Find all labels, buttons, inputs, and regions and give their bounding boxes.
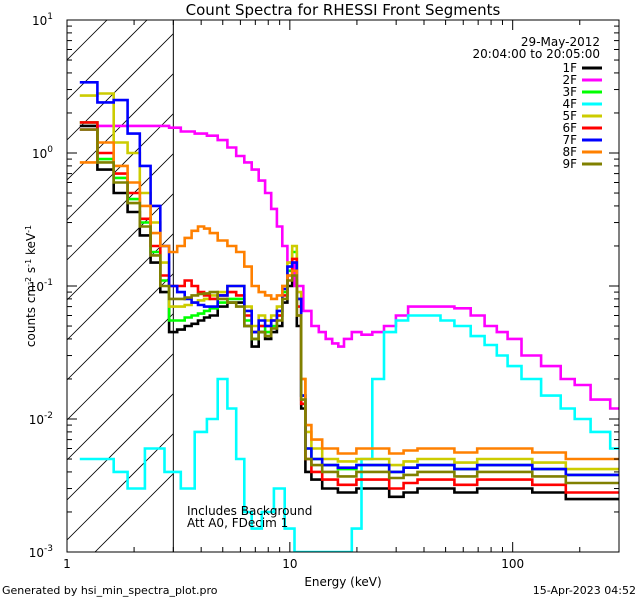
y-axis-label: counts cm-2 s-1 keV-1 <box>24 225 38 347</box>
series-9f <box>79 128 619 485</box>
hatch-line <box>67 273 174 381</box>
hatch-line <box>67 193 174 301</box>
time-range-label: 20:04:00 to 20:05:00 <box>473 47 600 61</box>
legend-label-9f: 9F <box>562 157 577 171</box>
attenuator-annotation: Att A0, FDecim 1 <box>187 516 288 530</box>
legend-label-3f: 3F <box>562 85 577 99</box>
legend-label-8f: 8F <box>562 145 577 159</box>
hatch-line <box>67 20 108 61</box>
legend-label-1f: 1F <box>562 61 577 75</box>
legend-label-2f: 2F <box>562 73 577 87</box>
legend-label-7f: 7F <box>562 133 577 147</box>
series-1f <box>79 124 619 501</box>
background-annotation: Includes Background <box>187 504 312 518</box>
y-tick-label: 10-3 <box>29 544 53 560</box>
series-8f <box>79 141 619 461</box>
chart-title: Count Spectra for RHESSI Front Segments <box>186 1 501 19</box>
y-tick-label: 101 <box>32 12 53 28</box>
legend-label-4f: 4F <box>562 97 577 111</box>
date-label: 29-May-2012 <box>521 35 600 49</box>
legend-label-6f: 6F <box>562 121 577 135</box>
generated-by-footer: Generated by hsi_min_spectra_plot.pro <box>2 584 218 597</box>
x-tick-label: 100 <box>501 557 524 571</box>
x-tick-label: 10 <box>282 557 297 571</box>
legend-label-5f: 5F <box>562 109 577 123</box>
hatch-line <box>94 473 174 552</box>
y-tick-label: 100 <box>32 145 53 161</box>
y-tick-label: 10-2 <box>29 411 53 427</box>
series-layer <box>79 81 619 552</box>
x-axis-label: Energy (keV) <box>304 575 381 589</box>
hatch-line <box>67 393 174 501</box>
x-axis-ticks: 1 10 100 <box>63 20 620 571</box>
timestamp-footer: 15-Apr-2023 04:52 <box>533 584 636 597</box>
hatch-line <box>67 433 174 541</box>
y-axis-ticks: 101 100 10-1 10-2 10-3 <box>29 12 619 560</box>
series-4f <box>79 314 619 552</box>
x-tick-label: 1 <box>63 557 71 571</box>
hatch-line <box>67 313 174 421</box>
hatch-line <box>67 353 174 461</box>
y-tick-label: 10-1 <box>29 278 53 294</box>
series-2f <box>79 124 619 410</box>
hatch-line <box>67 153 174 261</box>
